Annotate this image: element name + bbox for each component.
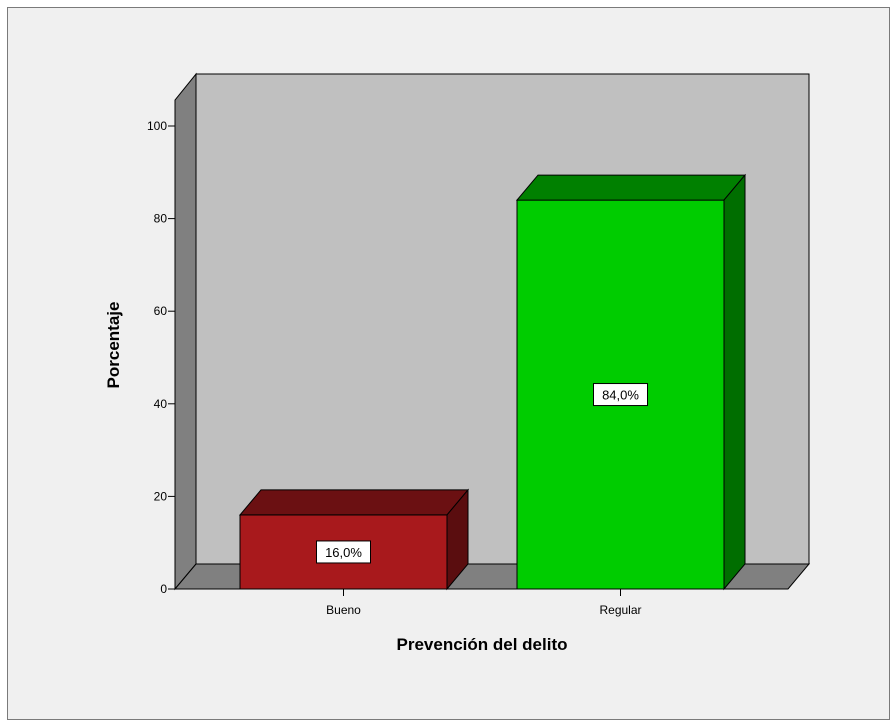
bar-top — [515, 174, 747, 201]
x-axis-title: Prevención del delito — [397, 635, 568, 654]
x-tick-label: Bueno — [326, 603, 361, 617]
x-tick-label: Regular — [599, 603, 641, 617]
y-tick-label: 20 — [154, 489, 168, 503]
y-axis: 0 20 40 60 80 100 — [147, 119, 176, 596]
bar-side — [723, 173, 746, 591]
y-tick-label: 40 — [154, 397, 168, 411]
bar-side — [446, 488, 469, 591]
side-wall — [174, 72, 197, 591]
y-axis-title: Porcentaje — [104, 302, 123, 389]
x-axis: Bueno Regular — [326, 589, 642, 617]
data-label: 16,0% — [325, 545, 362, 560]
data-label-box — [593, 383, 648, 407]
bar-regular: 84,0% — [515, 173, 747, 591]
y-tick-label: 100 — [147, 119, 167, 133]
y-tick-label: 80 — [154, 212, 168, 226]
y-tick-label: 60 — [154, 304, 168, 318]
bar-top — [238, 489, 470, 516]
y-tick-label: 0 — [160, 582, 167, 596]
bar-bueno: 16,0% — [238, 488, 470, 591]
data-label-box — [316, 540, 371, 564]
data-label: 84,0% — [602, 388, 639, 403]
